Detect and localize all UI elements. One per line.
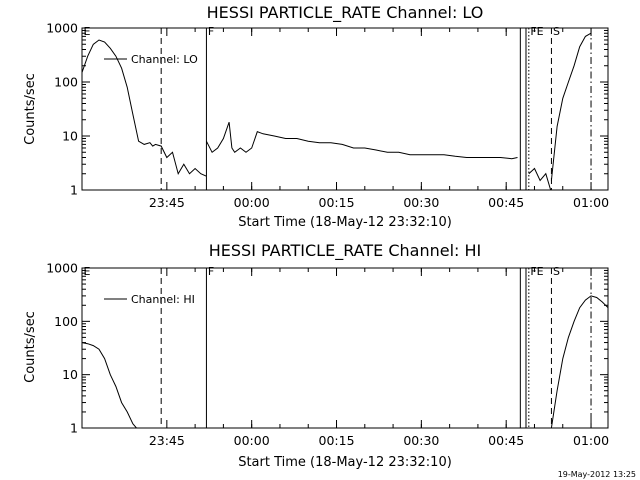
series-line [205,122,518,160]
y-axis-label-lo: Counts/sec [23,73,38,145]
plot-area-hi: 1 10 100 1000 23:45 00:00 00:15 00:30 00:45 01:00… [46,261,609,449]
event-marker-label: S [553,25,560,38]
x-tick-label: 23:45 [149,433,185,448]
event-marker-label: E [84,265,91,278]
y-axis-label-hi: Counts/sec [23,311,38,383]
y-tick-label: 1000 [46,21,78,36]
event-marker-label: F [208,25,214,38]
x-tick-label: 00:45 [488,433,524,448]
y-tick-label: 1 [70,421,78,436]
x-tick-label: 01:00 [573,195,609,210]
legend-label: Channel: LO [131,53,198,66]
x-tick-label: 23:45 [149,195,185,210]
plot-area-lo: 1 10 100 1000 23:45 00:00 00:15 00:30 00:45 01:00… [46,21,609,211]
x-tick-label: 00:30 [403,433,439,448]
series-line [550,32,592,181]
event-marker-label: S [553,265,560,278]
plot-frame [81,27,609,191]
y-tick-label: 1000 [46,261,78,276]
series-line [528,167,552,190]
event-marker-label: F [208,265,214,278]
series-line [82,342,138,428]
legend-label: Channel: HI [131,293,195,306]
event-marker-label: FE [530,265,543,278]
panel-hi: HESSI PARTICLE_RATE Channel: HI 1 10 100 10… [23,241,609,470]
x-tick-label: 00:15 [319,433,355,448]
chart-title-hi: HESSI PARTICLE_RATE Channel: HI [209,241,482,261]
x-axis-label-hi: Start Time (18-May-12 23:32:10) [238,455,452,470]
event-marker-label: FE [530,25,543,38]
y-tick-label: 100 [54,75,78,90]
y-tick-label: 10 [62,367,78,382]
x-tick-label: 00:00 [234,433,270,448]
y-tick-label: 100 [54,314,78,329]
x-tick-label: 00:15 [319,195,355,210]
event-marker-label: E [84,25,91,38]
x-tick-label: 00:45 [488,195,524,210]
x-axis-label-lo: Start Time (18-May-12 23:32:10) [238,215,452,230]
y-tick-label: 1 [70,183,78,198]
x-tick-label: 01:00 [573,433,609,448]
panel-lo: HESSI PARTICLE_RATE Channel: LO 1 10 100 10… [23,3,609,230]
series-line [550,295,608,428]
y-tick-label: 10 [62,129,78,144]
series-line [82,39,207,177]
chart-title-lo: HESSI PARTICLE_RATE Channel: LO [207,3,484,23]
plot-frame [81,267,609,429]
x-tick-label: 00:00 [234,195,270,210]
x-tick-label: 00:30 [403,195,439,210]
footer-timestamp: 19-May-2012 13:25 [558,470,636,479]
